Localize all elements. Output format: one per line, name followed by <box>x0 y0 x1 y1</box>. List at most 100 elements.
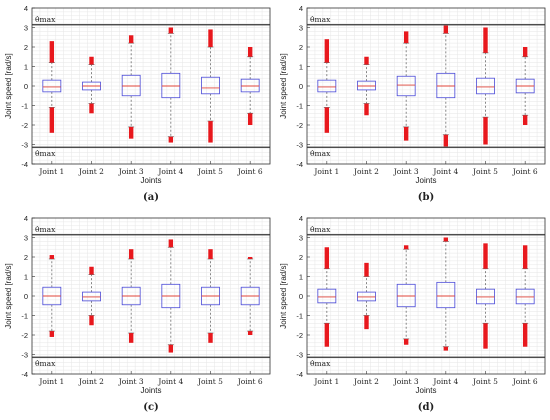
panel-4: θ̇max θ̇max 4 3 2 1 0 -1 -2 -3 -4 Joint 1 Joint 2 Joi… <box>279 214 546 413</box>
box-joint-5 <box>476 243 495 349</box>
x-axis-label: Joints <box>416 386 437 395</box>
x-tick-label: Joint 1 <box>313 377 339 386</box>
box-joint-2 <box>357 262 376 330</box>
outliers-upper <box>128 249 134 259</box>
box-iqr <box>396 283 416 308</box>
y-tick-label: 2 <box>24 43 28 52</box>
y-axis-label: Joint speed [rad/s] <box>279 53 288 118</box>
x-tick-label: Joint 6 <box>237 167 263 176</box>
y-tick-label: 1 <box>24 63 28 72</box>
outliers-lower <box>208 333 213 343</box>
panel-label: (c) <box>143 402 159 413</box>
y-tick-label: 2 <box>24 253 28 262</box>
outliers-lower <box>483 323 488 349</box>
box-iqr <box>82 291 101 302</box>
box-joint-3 <box>121 249 141 343</box>
x-tick-label: Joint 5 <box>472 377 498 386</box>
box-iqr <box>357 291 376 302</box>
panel-2: θ̇max θ̇max 4 3 2 1 0 -1 -2 -3 -4 Joint 1 Joint 2 Joi… <box>279 4 546 203</box>
x-tick-label: Joint 3 <box>118 167 144 176</box>
x-tick-label: Joint 5 <box>472 167 498 176</box>
x-tick-label: Joint 5 <box>197 377 223 386</box>
outliers-upper <box>208 29 213 47</box>
outliers-lower <box>364 315 369 330</box>
outliers-lower <box>168 136 174 143</box>
outliers-lower <box>49 107 55 133</box>
box-joint-4 <box>436 237 456 351</box>
x-tick-label: Joint 4 <box>432 167 458 176</box>
y-tick-label: -2 <box>296 121 303 130</box>
outliers-lower <box>522 323 528 347</box>
box-joint-1 <box>42 41 62 133</box>
outliers-upper <box>49 41 55 63</box>
outliers-upper <box>403 31 409 44</box>
box-iqr <box>436 281 456 309</box>
box-iqr <box>317 79 337 93</box>
box-joint-6 <box>515 245 535 347</box>
y-axis-label: Joint speed [rad/s] <box>4 53 13 118</box>
y-tick-label: -3 <box>21 141 28 150</box>
outliers-lower <box>522 115 528 125</box>
box-joint-2 <box>357 56 376 116</box>
outliers-lower <box>128 126 134 139</box>
box-joint-1 <box>317 39 337 133</box>
box-iqr <box>240 78 260 93</box>
box-joint-2 <box>82 266 101 326</box>
outliers-upper <box>208 249 213 259</box>
y-tick-label: 0 <box>299 292 303 301</box>
x-tick-label: Joint 3 <box>393 167 419 176</box>
y-tick-label: -4 <box>296 370 303 379</box>
outliers-lower <box>403 338 409 345</box>
outliers-lower <box>403 126 409 141</box>
box-iqr <box>42 79 62 93</box>
y-tick-label: 0 <box>299 82 303 91</box>
y-axis-label: Joint speed [rad/s] <box>279 263 288 328</box>
y-tick-label: -4 <box>21 370 28 379</box>
outliers-upper <box>324 39 330 63</box>
outliers-upper <box>364 56 369 65</box>
x-tick-label: Joint 4 <box>432 377 458 386</box>
y-tick-label: 2 <box>299 253 303 262</box>
box-iqr <box>201 76 220 95</box>
panel-3: θ̇max θ̇max 4 3 2 1 0 -1 -2 -3 -4 Joint 1 Joint 2 Joi… <box>4 214 271 413</box>
x-tick-label: Joint 3 <box>393 377 419 386</box>
box-joint-3 <box>121 35 141 139</box>
outliers-lower <box>324 107 330 133</box>
limit-label-top: θ̇max <box>35 225 56 234</box>
y-tick-label: -2 <box>21 331 28 340</box>
panel-1: θ̇max θ̇max 4 3 2 1 0 -1 -2 -3 -4 Joint 1 Joint 2 Joi… <box>4 4 271 203</box>
box-joint-1 <box>317 247 337 347</box>
outliers-lower <box>168 344 174 353</box>
y-tick-label: 3 <box>24 24 28 33</box>
y-tick-label: 3 <box>299 24 303 33</box>
y-tick-label: -4 <box>296 160 303 169</box>
x-tick-label: Joint 4 <box>157 377 183 386</box>
y-tick-label: -2 <box>296 331 303 340</box>
y-tick-label: -3 <box>21 351 28 360</box>
y-tick-label: 3 <box>299 234 303 243</box>
y-tick-label: 4 <box>24 4 28 13</box>
box-joint-1 <box>42 255 62 337</box>
y-axis-label: Joint speed [rad/s] <box>4 263 13 328</box>
limit-label-bottom: θ̇max <box>35 359 56 368</box>
outliers-upper <box>49 255 55 259</box>
outliers-lower <box>364 103 369 116</box>
x-tick-label: Joint 6 <box>512 377 538 386</box>
outliers-upper <box>168 239 174 248</box>
x-tick-label: Joint 2 <box>78 167 104 176</box>
x-tick-label: Joint 2 <box>353 377 379 386</box>
limit-label-bottom: θ̇max <box>310 359 331 368</box>
y-tick-label: -1 <box>296 102 303 111</box>
outliers-upper <box>89 266 94 275</box>
outliers-lower <box>443 134 449 147</box>
outliers-upper <box>89 56 94 65</box>
box-joint-2 <box>82 56 101 114</box>
box-iqr <box>121 74 141 97</box>
x-tick-label: Joint 6 <box>237 377 263 386</box>
x-tick-label: Joint 1 <box>38 377 64 386</box>
outliers-upper <box>483 243 488 269</box>
limit-label-top: θ̇max <box>310 225 331 234</box>
y-tick-label: 4 <box>299 214 303 223</box>
outliers-lower <box>49 331 55 337</box>
outliers-upper <box>483 27 488 53</box>
